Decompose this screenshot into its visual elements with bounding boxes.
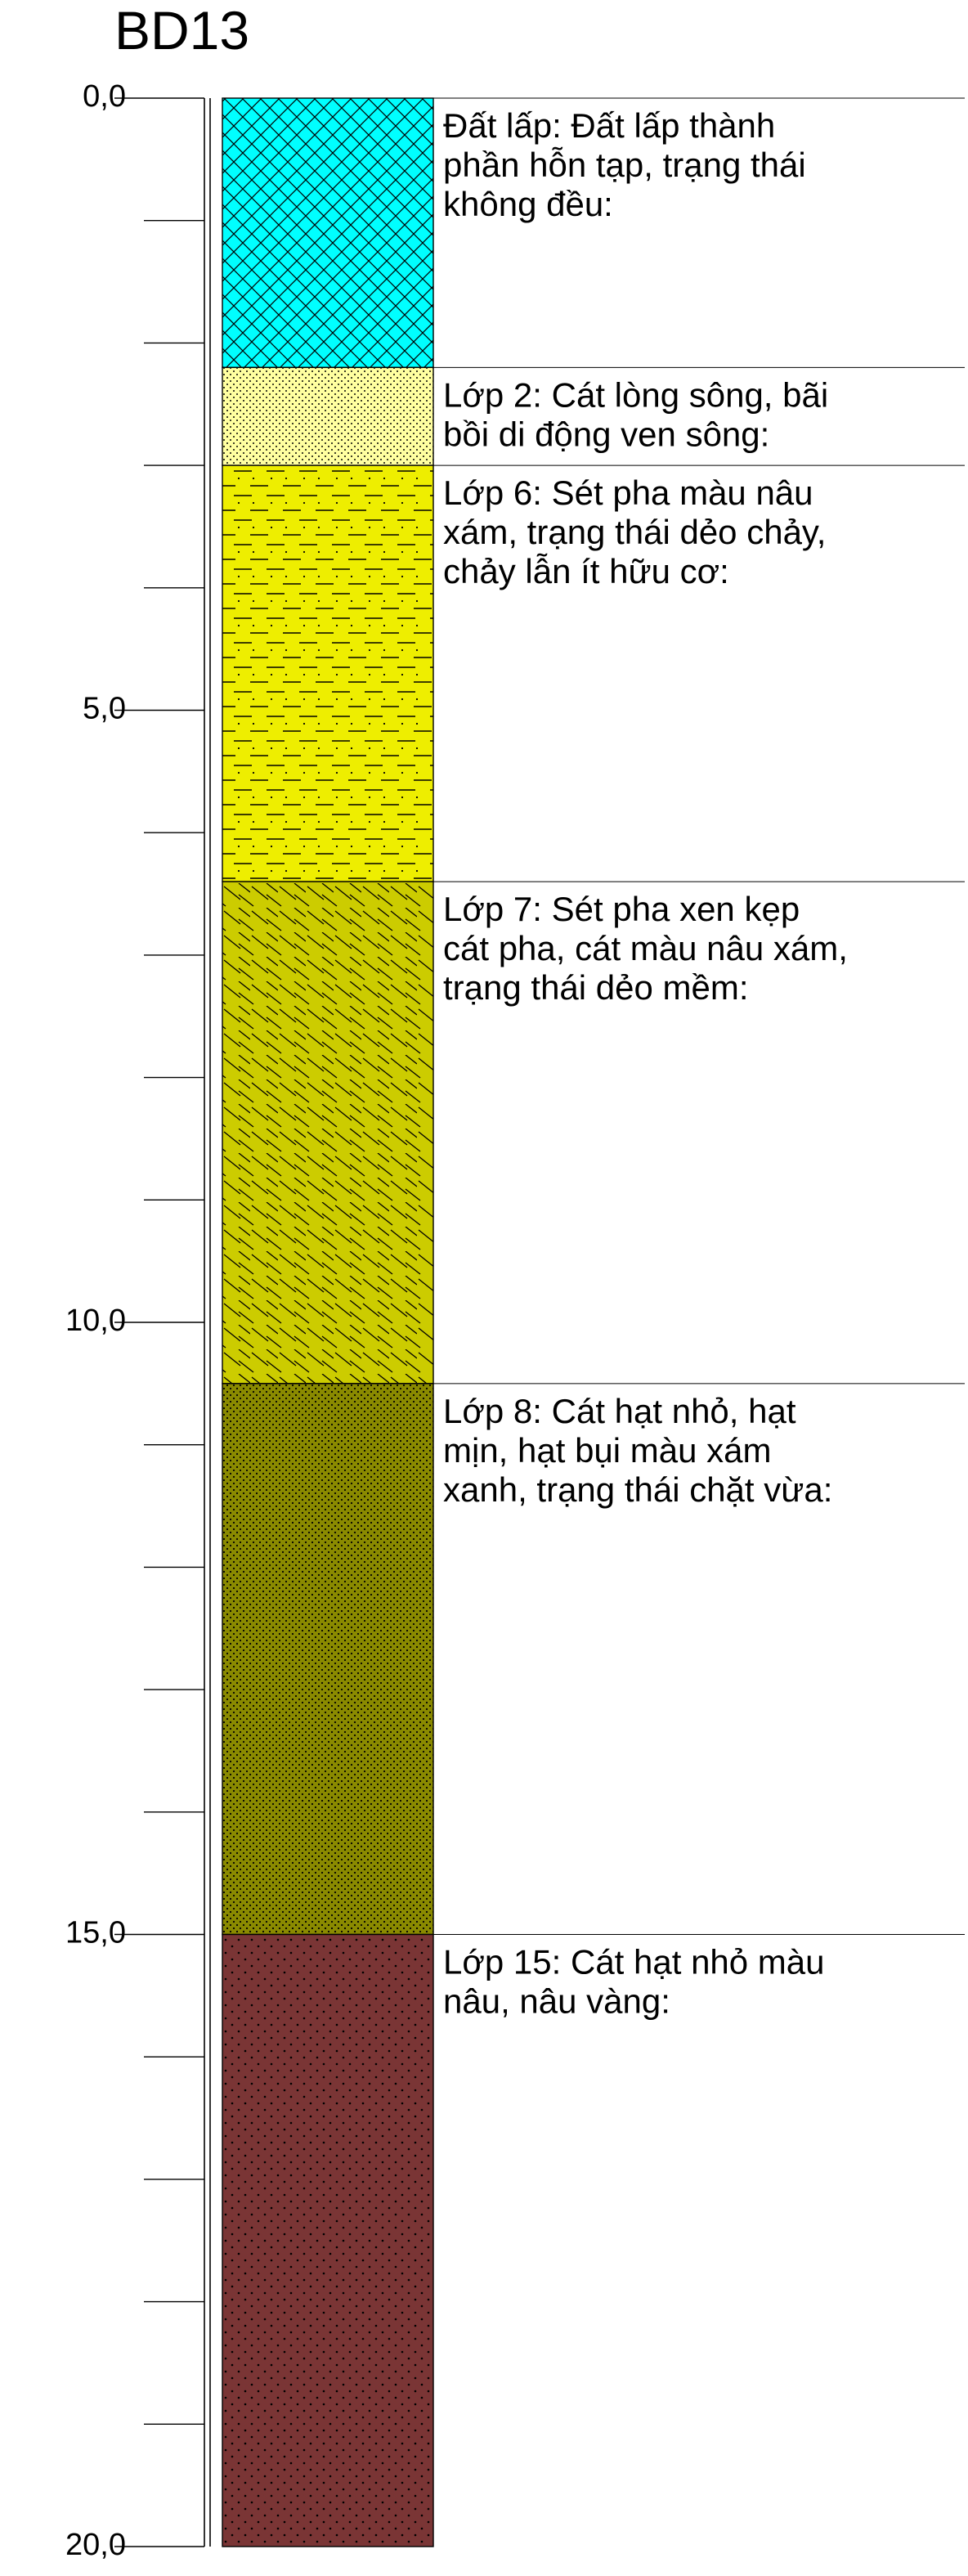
layer-description-line: xám, trạng thái dẻo chảy, xyxy=(443,513,826,551)
borehole-title: BD13 xyxy=(114,0,249,61)
depth-tick-label: 15,0 xyxy=(65,1916,126,1950)
layer-column xyxy=(222,97,965,2547)
layer-pattern xyxy=(222,1383,433,1935)
depth-axis: 0,0 5,0 10,0 15,0 20,0 xyxy=(65,79,211,2562)
layer-description-line: nâu, nâu vàng: xyxy=(443,1982,670,2021)
layer-pattern xyxy=(222,98,433,368)
layer-pattern xyxy=(222,465,433,882)
layer-description-line: trạng thái dẻo mềm: xyxy=(443,968,749,1007)
layer-description-line: Lớp 15: Cát hạt nhỏ màu xyxy=(443,1943,825,1981)
layer-border xyxy=(222,1933,434,2547)
layer-description-line: phần hỗn tạp, trạng thái xyxy=(443,146,806,184)
depth-tick-label: 10,0 xyxy=(65,1304,126,1338)
layer-description-line: Lớp 7: Sét pha xen kẹp xyxy=(443,890,800,928)
layer-description-line: chảy lẫn ít hữu cơ: xyxy=(443,552,729,590)
layer-pattern xyxy=(222,882,433,1384)
depth-tick-label: 5,0 xyxy=(83,692,126,726)
layer-description-line: xanh, trạng thái chặt vừa: xyxy=(443,1470,832,1509)
layer-pattern xyxy=(222,1934,433,2547)
layer-description-line: bồi di động ven sông: xyxy=(443,415,769,453)
layer-description-line: cát pha, cát màu nâu xám, xyxy=(443,929,848,967)
depth-tick-label: 0,0 xyxy=(83,79,126,114)
layer-description-line: Lớp 2: Cát lòng sông, bãi xyxy=(443,375,828,414)
depth-tick-label: 20,0 xyxy=(65,2528,126,2562)
layer-description-line: Lớp 6: Sét pha màu nâu xyxy=(443,473,813,512)
layer-description-line: mịn, hạt bụi màu xám xyxy=(443,1431,772,1470)
layer-pattern xyxy=(222,367,433,466)
layer-description-line: không đều: xyxy=(443,185,613,223)
layer-description-line: Đất lấp: Đất lấp thành xyxy=(443,106,775,145)
layer-description-line: Lớp 8: Cát hạt nhỏ, hạt xyxy=(443,1392,796,1430)
